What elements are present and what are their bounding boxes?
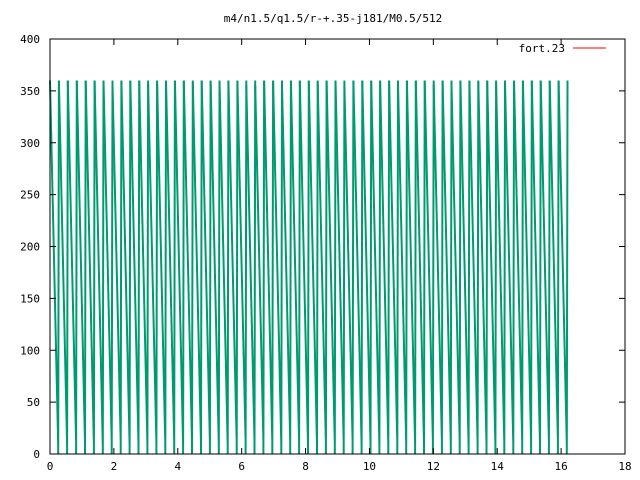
series-segment [227,80,239,455]
y-axis: 0 50 100 150 200 250 300 350 400 [20,33,625,461]
series-segment [370,80,382,455]
series-segment [388,80,399,455]
series-segment [245,80,257,455]
series-segment [361,80,373,455]
series-segment [272,80,283,455]
series-segment [209,80,221,455]
series-segment [343,80,355,455]
x-tick-label: 14 [491,460,505,473]
series-segment [513,80,524,455]
x-axis: 0 2 4 6 8 10 12 14 16 18 [47,39,632,473]
series-segment [289,80,301,455]
series-segment [191,80,203,455]
series-segment [263,80,275,455]
series-segment [49,80,60,455]
series-segment [557,80,569,455]
x-tick-label: 6 [238,460,245,473]
series-segment [495,80,506,455]
series-segment [84,80,96,455]
x-tick-label: 0 [47,460,54,473]
x-tick-label: 10 [363,460,376,473]
series-segment [93,80,105,455]
series-segment [459,80,471,455]
series-segment [397,80,408,455]
x-tick-label: 12 [427,460,440,473]
series-segment [173,80,185,455]
x-tick-label: 8 [302,460,309,473]
series-segment [298,80,310,455]
y-tick-label: 50 [27,396,40,409]
series-segment [138,80,150,455]
y-tick-label: 250 [20,189,40,202]
series-segment [539,80,551,455]
series-segment [504,80,515,455]
series-segment [521,80,533,455]
x-tick-label: 4 [174,460,181,473]
series-segment [66,80,78,455]
series-segment [111,80,123,455]
series-segment [165,80,176,455]
x-tick-label: 16 [554,460,567,473]
series-segment [352,80,364,455]
series-segment [548,80,560,455]
y-tick-label: 400 [20,33,40,46]
series-segment [102,80,114,455]
y-tick-label: 100 [20,344,40,357]
plot-series [49,80,569,455]
series-segment [441,80,453,455]
series-segment [182,80,194,455]
series-segment [156,80,167,455]
series-segment [414,80,426,455]
y-tick-label: 200 [20,241,40,254]
x-tick-label: 18 [618,460,631,473]
series-segment [307,80,319,455]
series-segment [218,80,230,455]
series-segment [379,80,391,455]
series-segment [334,80,346,455]
series-segment [316,80,328,455]
y-tick-label: 0 [33,448,40,461]
legend-label: fort.23 [519,42,565,55]
series-segment [530,80,542,455]
series-segment [147,80,159,455]
series-segment [200,80,212,455]
series-segment [325,80,337,455]
y-tick-label: 300 [20,137,40,150]
series-segment [486,80,498,455]
series-segment [254,80,266,455]
series-segment [432,80,444,455]
legend: fort.23 [519,42,606,55]
y-tick-label: 350 [20,85,40,98]
series-segment [423,80,435,455]
series-segment [236,80,248,455]
series-segment [129,80,141,455]
series-segment [120,80,132,455]
chart-title: m4/n1.5/q1.5/r-+.35-j181/M0.5/512 [224,12,443,25]
series-segment [468,80,480,455]
x-tick-label: 2 [111,460,118,473]
series-segment [405,80,417,455]
series-segment [75,80,87,455]
series-segment [281,80,292,455]
series-segment [477,80,489,455]
series-segment [57,80,69,455]
y-tick-label: 150 [20,292,40,305]
series-segment [450,80,462,455]
